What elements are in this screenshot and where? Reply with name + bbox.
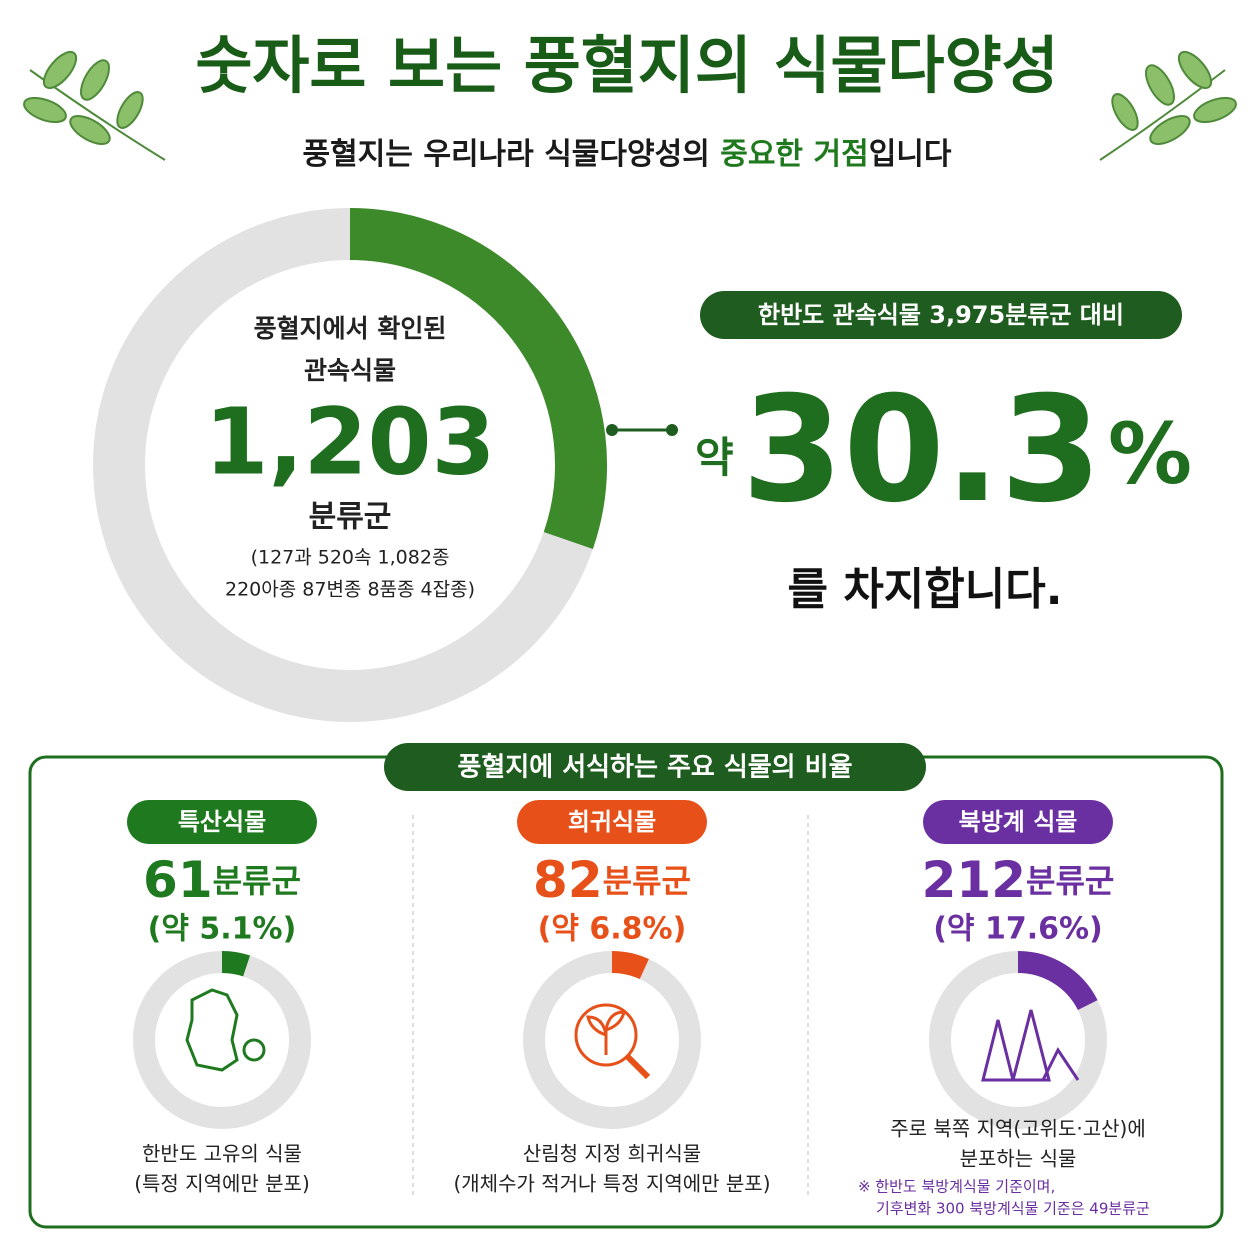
magnifier-handle [625, 1054, 651, 1080]
group-name: 북방계 식물 [959, 808, 1078, 836]
main-count: 1,203 [204, 388, 495, 495]
group-percent: (약 17.6%) [933, 912, 1103, 947]
percent-sign: % [1108, 405, 1192, 503]
main-suffix: 를 차지합니다. [788, 564, 1063, 615]
group-description: 한반도 고유의 식물 [142, 1142, 302, 1166]
donut-arc [349, 208, 607, 549]
count-number: 212 [922, 851, 1026, 909]
group-pill [127, 800, 317, 844]
group-icon [185, 988, 266, 1072]
count-unit: 분류군 [1026, 862, 1114, 900]
trees-icon [981, 1009, 1080, 1082]
groups-title: 풍혈지에 서식하는 주요 식물의 비율 [457, 753, 852, 783]
donut-arc [1017, 951, 1098, 1011]
group-icon [981, 1009, 1080, 1082]
group-pill [517, 800, 707, 844]
badge [700, 291, 1182, 339]
magnifier-icon [574, 1003, 638, 1067]
percent-number: 30.3 [742, 365, 1102, 535]
main-detail: 220아종 87변종 8품종 4잡종) [225, 579, 475, 601]
subtitle: 풍혈지는 우리나라 식물다양성의 중요한 거점입니다 [303, 137, 952, 172]
map-icon [185, 988, 239, 1072]
group-note: 기후변화 300 북방계식물 기준은 49분류군 [876, 1200, 1150, 1218]
group-description: 분포하는 식물 [960, 1147, 1077, 1171]
main-unit: 분류군 [309, 500, 392, 535]
count-number: 61 [143, 851, 213, 909]
title: 숫자로 보는 풍혈지의 식물다양성 [195, 29, 1058, 102]
main-donut [93, 208, 607, 722]
group-note: ※ 한반도 북방계식물 기준이며, [858, 1178, 1055, 1196]
sprout-icon [586, 1010, 626, 1055]
groups-title-pill [384, 743, 926, 791]
connector-dot [666, 424, 678, 436]
main-label: 풍혈지에서 확인된 [254, 314, 447, 343]
donut-track [133, 951, 311, 1129]
group-count: 82분류군 [533, 851, 691, 909]
group-percent: (약 6.8%) [538, 912, 687, 947]
main-percent: 약30.3% [695, 365, 1192, 535]
percent-prefix: 약 [695, 433, 734, 482]
group-name: 특산식물 [178, 808, 266, 836]
leaves-right [1099, 50, 1237, 161]
subtitle-text: 입니다 [869, 137, 952, 172]
group-description: (특정 지역에만 분포) [134, 1172, 310, 1196]
group-description: (개체수가 적거나 특정 지역에만 분포) [453, 1172, 770, 1196]
group-description: 산림청 지정 희귀식물 [523, 1142, 701, 1166]
connector-dot [606, 424, 618, 436]
subtitle-highlight: 중요한 거점 [720, 137, 868, 172]
count-unit: 분류군 [213, 862, 301, 900]
main-label: 관속식물 [304, 356, 396, 385]
leaves-left [23, 50, 166, 161]
group-name: 희귀식물 [568, 808, 656, 836]
count-unit: 분류군 [603, 862, 691, 900]
count-number: 82 [533, 851, 603, 909]
group-icon [574, 1003, 651, 1080]
group-count: 212분류군 [922, 851, 1115, 909]
badge-text: 한반도 관속식물 3,975분류군 대비 [758, 301, 1124, 329]
group-count: 61분류군 [143, 851, 301, 909]
group-percent: (약 5.1%) [148, 912, 297, 947]
group-description: 주로 북쪽 지역(고위도·고산)에 [890, 1117, 1145, 1141]
group-pill [923, 800, 1113, 844]
donut-arc [221, 951, 251, 977]
donut-track [523, 951, 701, 1129]
main-detail: (127과 520속 1,082종 [251, 547, 450, 569]
flower-icon [242, 1038, 266, 1062]
subtitle-text: 풍혈지는 우리나라 식물다양성의 [303, 137, 721, 172]
donut-arc [611, 951, 649, 980]
